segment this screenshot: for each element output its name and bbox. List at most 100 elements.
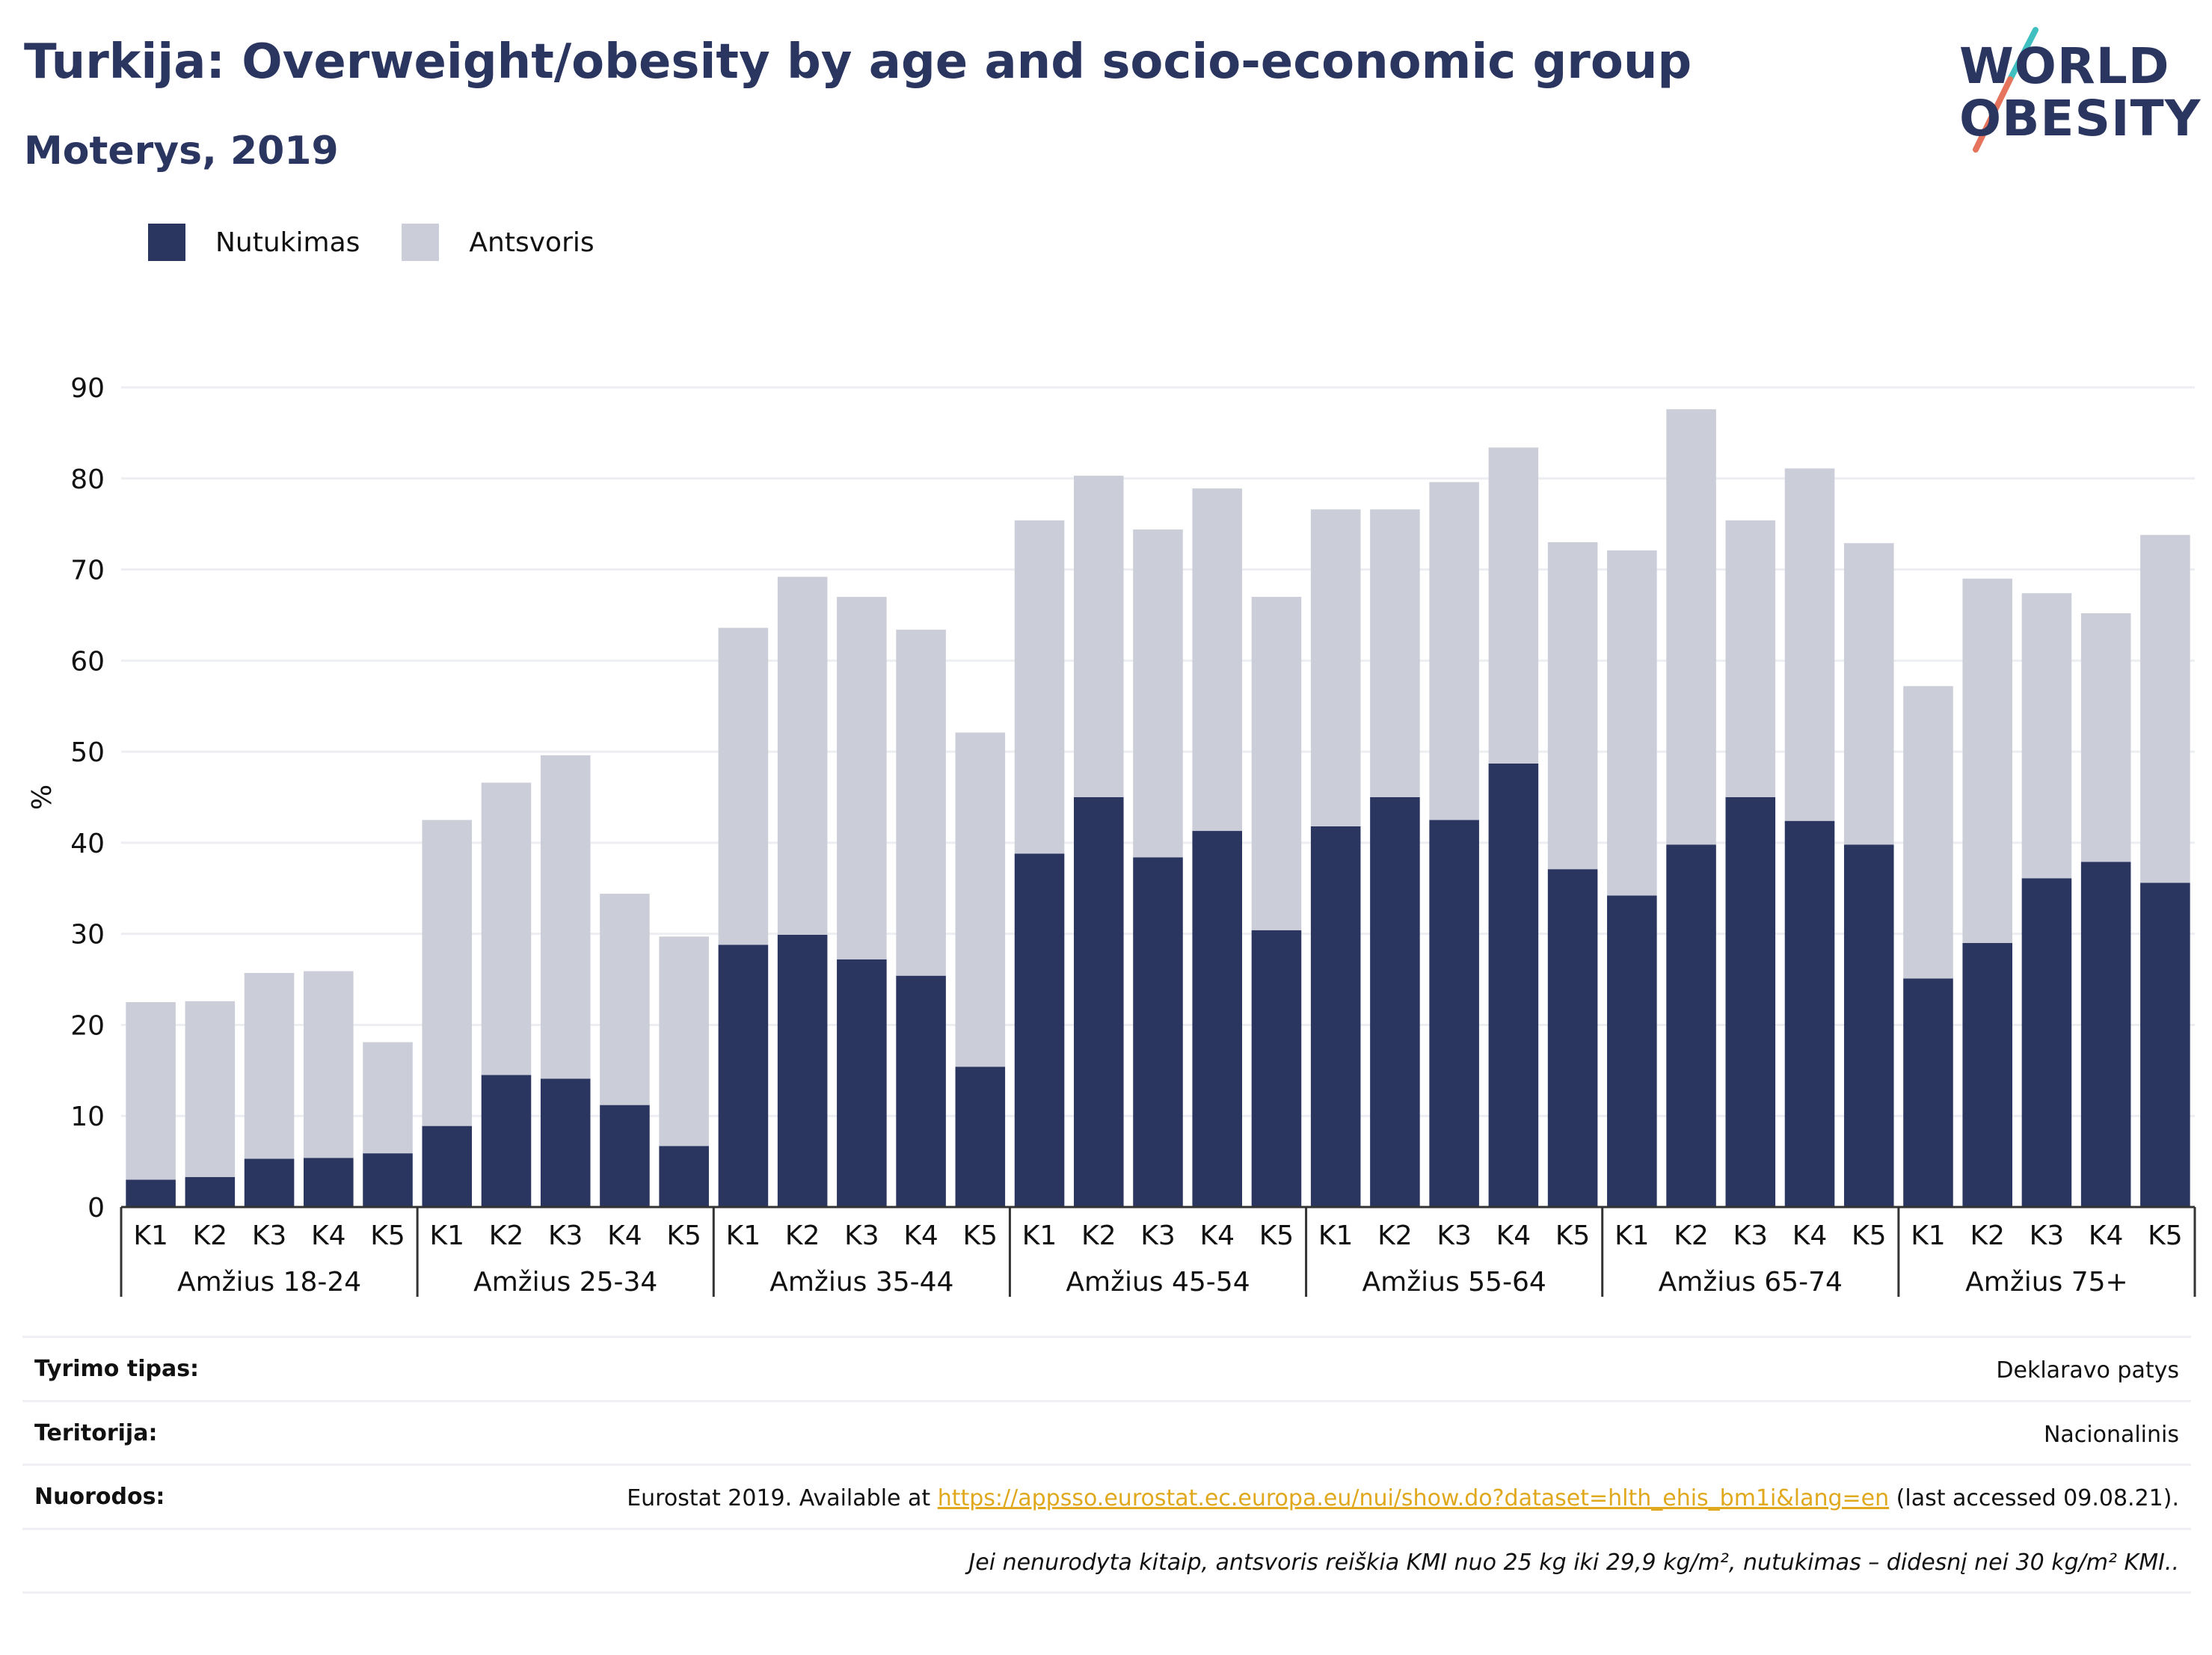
bar-overweight: [896, 629, 946, 976]
chart-title: Turkija: Overweight/obesity by age and s…: [24, 34, 1692, 90]
bar-obesity: [185, 1176, 236, 1207]
info-row-references: Nuorodos: Eurostat 2019. Available at ht…: [22, 1464, 2191, 1528]
logo-text-obesity: OBESITY: [1959, 90, 2202, 147]
bar-obesity: [777, 934, 828, 1207]
definition-note: Jei nenurodyta kitaip, antsvoris reiškia…: [968, 1549, 2179, 1576]
logo-slash-icon: [1973, 27, 2039, 153]
bar-overweight: [1192, 488, 1243, 832]
legend-label-overweight: Antsvoris: [469, 227, 595, 258]
bar-overweight: [422, 820, 473, 1126]
x-tick-label: K1: [1911, 1220, 1946, 1251]
bar-overweight: [2021, 593, 2072, 879]
y-tick-label: 80: [70, 464, 105, 495]
x-group-label: Amžius 45-54: [1066, 1267, 1250, 1298]
x-tick-label: K4: [607, 1220, 642, 1251]
x-tick-label: K2: [1674, 1220, 1709, 1251]
bar-overweight: [955, 732, 1006, 1067]
bar-overweight: [304, 971, 354, 1158]
x-tick-label: K5: [1259, 1220, 1294, 1251]
bar-obesity: [1784, 820, 1835, 1207]
bar-overweight: [2140, 535, 2190, 883]
bar-obesity: [1547, 869, 1598, 1207]
bar-obesity: [540, 1078, 591, 1207]
bar-overweight: [126, 1002, 176, 1180]
x-tick-label: K1: [726, 1220, 761, 1251]
x-tick-label: K1: [133, 1220, 168, 1251]
x-tick-label: K1: [1615, 1220, 1650, 1251]
bar-overweight: [1547, 542, 1598, 870]
legend-label-obesity: Nutukimas: [215, 227, 360, 258]
bar-overweight: [363, 1042, 413, 1154]
legend-item-obesity: Nutukimas: [148, 224, 360, 261]
bar-overweight: [659, 936, 709, 1146]
bar-overweight: [1607, 550, 1657, 896]
y-tick-label: 20: [70, 1010, 105, 1041]
bar-overweight: [1962, 578, 2012, 943]
bar-overweight: [1014, 520, 1065, 854]
bar-obesity: [1370, 797, 1420, 1207]
x-tick-label: K5: [666, 1220, 701, 1251]
bar-obesity: [1014, 853, 1065, 1207]
bar-obesity: [304, 1158, 354, 1207]
bar-overweight: [837, 597, 887, 959]
references-link[interactable]: https://appsso.eurostat.ec.europa.eu/nui…: [937, 1485, 1890, 1511]
legend-swatch-overweight: [402, 224, 440, 261]
y-tick-label: 40: [70, 829, 105, 859]
y-tick-label: 70: [70, 556, 105, 586]
bar-obesity: [1192, 831, 1243, 1207]
x-tick-label: K4: [2089, 1220, 2124, 1251]
legend-item-overweight: Antsvoris: [402, 224, 595, 261]
bar-obesity: [1251, 930, 1302, 1207]
bar-overweight: [718, 627, 769, 945]
x-tick-label: K2: [785, 1220, 820, 1251]
info-row-territory: Teritorija: Nacionalinis: [22, 1399, 2191, 1464]
bar-obesity: [244, 1158, 295, 1207]
bar-overweight: [185, 1001, 236, 1177]
bar-overweight: [1429, 482, 1479, 820]
x-tick-label: K1: [1022, 1220, 1057, 1251]
x-group-label: Amžius 65-74: [1659, 1267, 1843, 1298]
x-tick-label: K4: [311, 1220, 346, 1251]
y-axis-label: %: [27, 784, 58, 810]
x-group-label: Amžius 35-44: [769, 1267, 953, 1298]
info-row-note: Jei nenurodyta kitaip, antsvoris reiškia…: [22, 1527, 2191, 1594]
x-tick-label: K3: [2030, 1220, 2065, 1251]
territory-value: Nacionalinis: [2043, 1421, 2179, 1448]
y-tick-label: 60: [70, 646, 105, 677]
x-group-label: Amžius 75+: [1965, 1267, 2128, 1298]
bar-obesity: [422, 1126, 473, 1207]
x-group-label: Amžius 55-64: [1362, 1267, 1546, 1298]
bar-obesity: [659, 1146, 709, 1207]
x-tick-label: K5: [1852, 1220, 1887, 1251]
survey-type-label: Tyrimo tipas:: [34, 1356, 200, 1382]
x-tick-label: K5: [2148, 1220, 2183, 1251]
bar-obesity: [1843, 844, 1894, 1207]
bar-obesity: [2080, 862, 2131, 1207]
stacked-bar-chart: 0 10 20 30 40 50 60 70 80 90% K1 K2 K3 K4 K5 Amžius 18-…: [27, 373, 2196, 1298]
x-tick-label: K2: [489, 1220, 524, 1251]
y-tick-label: 90: [70, 373, 105, 404]
bar-overweight: [1133, 529, 1183, 858]
bar-overweight: [600, 894, 650, 1105]
bar-overweight: [1488, 447, 1539, 764]
x-tick-label: K3: [252, 1220, 287, 1251]
bar-obesity: [2140, 882, 2190, 1207]
bar-obesity: [1903, 978, 1953, 1207]
chart-legend: Nutukimas Antsvoris: [148, 221, 636, 263]
chart-subtitle: Moterys, 2019: [24, 129, 339, 174]
x-tick-label: K4: [1199, 1220, 1235, 1251]
x-tick-label: K1: [1318, 1220, 1354, 1251]
references-label: Nuorodos:: [34, 1484, 165, 1510]
logo-text-world: WORLD: [1959, 37, 2170, 95]
x-tick-label: K3: [1733, 1220, 1769, 1251]
bar-obesity: [481, 1075, 532, 1207]
bar-obesity: [1488, 763, 1539, 1207]
bar-obesity: [1310, 826, 1361, 1207]
bar-overweight: [1666, 409, 1716, 845]
x-tick-label: K3: [1140, 1220, 1176, 1251]
bar-overweight: [1073, 476, 1124, 797]
y-tick-label: 30: [70, 920, 105, 951]
survey-type-value: Deklaravo patys: [1996, 1357, 2179, 1384]
bar-overweight: [540, 755, 591, 1079]
x-tick-label: K4: [1496, 1220, 1531, 1251]
